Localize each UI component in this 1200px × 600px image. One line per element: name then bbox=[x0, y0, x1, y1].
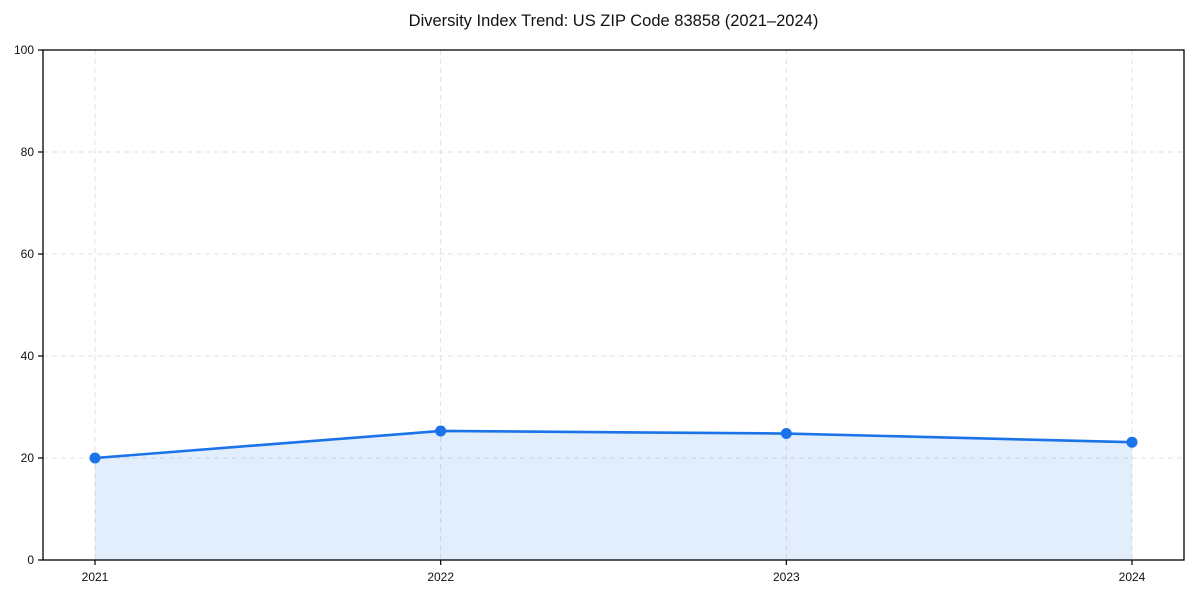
trend-line bbox=[93, 429, 1134, 460]
y-tick-label: 20 bbox=[21, 451, 35, 465]
data-point-marker bbox=[89, 452, 101, 464]
y-tick-label: 40 bbox=[21, 349, 35, 363]
y-tick-label: 0 bbox=[27, 553, 34, 567]
y-tick-label: 60 bbox=[21, 247, 35, 261]
plot-border bbox=[42, 49, 1185, 561]
x-tick-label: 2023 bbox=[773, 570, 800, 584]
y-tick-label: 100 bbox=[14, 43, 34, 57]
area-fill bbox=[95, 430, 1132, 560]
x-tick-label: 2021 bbox=[82, 570, 109, 584]
y-tick-label: 80 bbox=[21, 145, 35, 159]
chart-title: Diversity Index Trend: US ZIP Code 83858… bbox=[408, 12, 819, 30]
x-tick-label: 2024 bbox=[1119, 570, 1146, 584]
data-point-marker bbox=[1126, 436, 1138, 448]
data-point-marker bbox=[435, 425, 447, 437]
x-tick-label: 2022 bbox=[427, 570, 454, 584]
data-point-marker bbox=[780, 428, 792, 440]
